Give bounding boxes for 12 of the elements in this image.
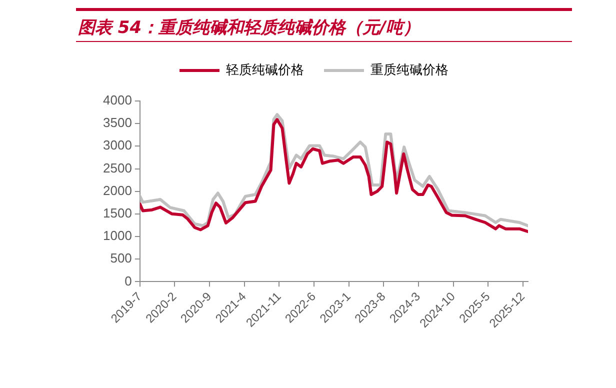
y-tick-label: 500 [110,250,132,266]
y-tick-label: 3000 [103,138,132,153]
y-tick-label: 1000 [103,228,132,244]
y-tick-label: 3500 [103,115,132,130]
legend-label: 重质纯碱价格 [370,62,448,78]
legend-label: 轻质纯碱价格 [226,62,304,78]
y-tick-label: 2000 [103,182,132,198]
chart-title: 图表 54：重质纯碱和轻质纯碱价格（元/吨） [78,17,420,39]
y-tick-label: 2500 [103,160,132,176]
y-tick-label: 4000 [103,92,132,108]
y-tick-label: 1500 [103,206,132,220]
y-tick-label: 0 [124,273,132,288]
